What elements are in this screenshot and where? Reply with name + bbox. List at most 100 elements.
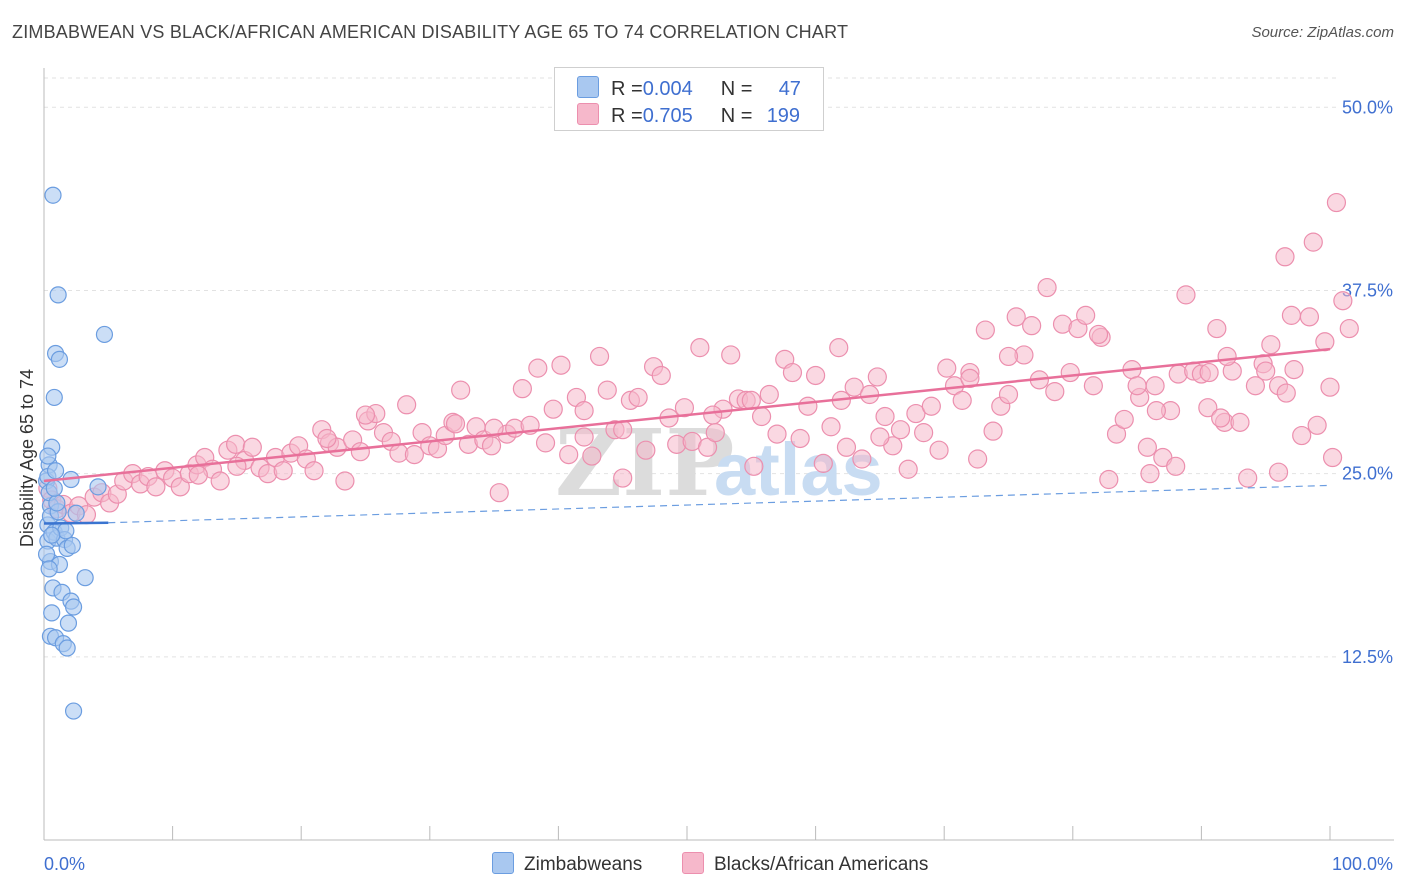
blue-point bbox=[64, 702, 83, 720]
pink-point bbox=[551, 355, 571, 375]
blue-point bbox=[44, 186, 62, 204]
pink-point bbox=[1256, 361, 1276, 381]
pink-swatch bbox=[682, 852, 704, 874]
pink-point bbox=[852, 449, 872, 469]
pink-point bbox=[484, 418, 504, 438]
pink-point bbox=[983, 421, 1003, 441]
pink-point bbox=[1268, 462, 1289, 482]
pink-point bbox=[1315, 332, 1335, 352]
blue-point bbox=[43, 604, 61, 622]
pink-point bbox=[844, 377, 864, 397]
pink-point bbox=[489, 483, 509, 503]
pink-point bbox=[170, 477, 190, 497]
legend-n-label: N = bbox=[720, 78, 753, 100]
pink-point bbox=[790, 428, 810, 449]
pink-point bbox=[870, 427, 890, 447]
pink-point bbox=[188, 465, 208, 485]
y-axis-title: Disability Age 65 to 74 bbox=[17, 369, 37, 547]
pink-point bbox=[703, 405, 723, 425]
bottom-legend-blacks: Blacks/African Americans bbox=[682, 852, 928, 876]
pink-point bbox=[1303, 232, 1323, 252]
pink-point bbox=[317, 428, 337, 449]
pink-point bbox=[1140, 464, 1160, 484]
blue-point bbox=[46, 462, 65, 480]
legend-row-zimbabweans: R = 0.004 N = 47 bbox=[577, 76, 801, 101]
pink-point bbox=[1299, 307, 1320, 327]
pink-point bbox=[836, 437, 857, 457]
pink-swatch bbox=[577, 103, 599, 125]
blue-swatch bbox=[577, 76, 599, 98]
pink-point bbox=[1276, 383, 1296, 403]
blue-point bbox=[64, 598, 83, 616]
pink-point bbox=[921, 396, 941, 416]
pink-point bbox=[404, 445, 424, 465]
pink-point bbox=[690, 338, 710, 358]
pink-point bbox=[1145, 376, 1165, 396]
pink-point bbox=[1284, 360, 1304, 380]
blue-point bbox=[45, 479, 63, 497]
pink-point bbox=[875, 406, 895, 427]
pink-point bbox=[767, 424, 787, 444]
blue-point bbox=[76, 569, 94, 587]
pink-point bbox=[751, 406, 772, 427]
pink-point bbox=[1281, 305, 1302, 325]
pink-point bbox=[1230, 412, 1250, 432]
y-tick-label: 25.0% bbox=[1342, 464, 1393, 484]
pink-point bbox=[651, 365, 671, 386]
pink-point bbox=[636, 440, 656, 460]
pink-point bbox=[1275, 247, 1295, 267]
legend-r-label: R = bbox=[611, 105, 643, 127]
pink-point bbox=[1166, 456, 1186, 476]
pink-point bbox=[597, 380, 617, 400]
pink-point bbox=[335, 471, 355, 491]
bottom-legend-label: Zimbabweans bbox=[524, 854, 643, 875]
pink-point bbox=[898, 459, 918, 479]
y-tick-label: 50.0% bbox=[1342, 97, 1393, 117]
pink-point bbox=[451, 380, 471, 400]
blue-trend-line bbox=[43, 521, 109, 525]
pink-point bbox=[1137, 437, 1157, 457]
chart-title: ZIMBABWEAN VS BLACK/AFRICAN AMERICAN DIS… bbox=[12, 22, 849, 42]
x-tick-label: 0.0% bbox=[44, 854, 85, 874]
pink-point bbox=[1339, 318, 1359, 339]
pink-point bbox=[1261, 335, 1281, 355]
blue-point bbox=[50, 350, 69, 368]
y-tick-label: 12.5% bbox=[1342, 647, 1393, 667]
blue-point bbox=[89, 478, 107, 496]
pink-point bbox=[146, 477, 166, 497]
pink-point bbox=[1176, 285, 1196, 305]
legend-r-value: 0.705 bbox=[642, 105, 693, 127]
pink-point bbox=[1238, 468, 1258, 488]
pink-point bbox=[1088, 324, 1109, 345]
pink-point bbox=[350, 442, 370, 462]
pink-point bbox=[304, 461, 324, 481]
pink-point bbox=[543, 399, 563, 419]
blue-point bbox=[67, 504, 85, 522]
pink-point bbox=[674, 398, 695, 418]
pink-point bbox=[1217, 346, 1237, 367]
legend-n-value: 199 bbox=[766, 105, 801, 127]
pink-point bbox=[1045, 381, 1065, 402]
legend-r-label: R = bbox=[611, 78, 643, 100]
pink-point bbox=[914, 423, 934, 443]
pink-point bbox=[821, 417, 841, 437]
y-tick-label: 37.5% bbox=[1342, 280, 1393, 300]
pink-point bbox=[628, 387, 648, 408]
blue-point bbox=[40, 560, 58, 578]
blue-point bbox=[43, 526, 61, 544]
pink-point bbox=[1127, 376, 1147, 396]
pink-point bbox=[481, 436, 502, 456]
pink-point bbox=[210, 471, 230, 491]
watermark-zip: ZIP bbox=[555, 409, 734, 517]
bottom-legend-label: Blacks/African Americans bbox=[714, 854, 929, 875]
correlation-legend: R = 0.004 N = 47 R = 0.705 N = 199 bbox=[554, 67, 824, 131]
pink-point bbox=[535, 433, 556, 453]
pink-point bbox=[582, 446, 602, 466]
pink-point bbox=[1326, 192, 1347, 213]
pink-point bbox=[242, 437, 262, 457]
pink-point bbox=[574, 427, 594, 447]
pink-point bbox=[512, 379, 532, 399]
pink-point bbox=[613, 468, 633, 488]
pink-point bbox=[829, 338, 849, 358]
